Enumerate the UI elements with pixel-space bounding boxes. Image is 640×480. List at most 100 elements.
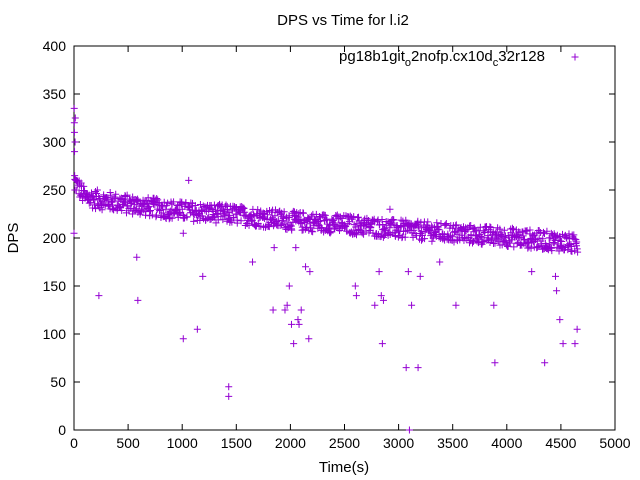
x-tick-label-4: 2000	[275, 435, 306, 451]
band-point-264	[199, 202, 207, 210]
band-point-446	[288, 226, 296, 234]
data-point-15	[193, 325, 201, 333]
band-point-361	[246, 212, 254, 220]
data-point-34	[351, 282, 359, 290]
band-point-422	[276, 221, 284, 229]
band-point-823	[471, 225, 479, 233]
band-point-917	[517, 240, 525, 248]
data-point-54	[546, 244, 554, 252]
data-point-7	[71, 138, 79, 146]
band-point-834	[477, 232, 485, 240]
band-point-713	[417, 236, 425, 244]
band-point-547	[336, 213, 344, 221]
data-point-30	[297, 306, 305, 314]
y-tick-label-3: 150	[43, 278, 67, 294]
band-point-97	[118, 206, 126, 214]
band-point-807	[464, 226, 472, 234]
band-point-208	[172, 206, 180, 214]
band-point-573	[350, 213, 358, 221]
data-point-14	[185, 176, 193, 184]
data-point-25	[287, 320, 295, 328]
data-point-9	[95, 292, 103, 300]
band-point-244	[190, 217, 198, 225]
band-point-745	[433, 219, 441, 227]
band-point-401	[265, 223, 273, 231]
y-tick-label-7: 350	[43, 86, 67, 102]
data-point-8	[71, 114, 79, 122]
data-point-39	[378, 340, 386, 348]
band-point-735	[428, 237, 436, 245]
data-point-52	[528, 268, 536, 276]
band-point-655	[390, 216, 398, 224]
legend: pg18b1gito2nofp.cx10dc32r128	[339, 48, 579, 69]
band-point-855	[487, 223, 495, 231]
data-point-20	[269, 306, 277, 314]
y-tick-label-1: 50	[50, 374, 66, 390]
band-point-460	[295, 210, 303, 218]
y-tick-label-0: 0	[58, 422, 66, 438]
band-point-712	[417, 227, 425, 235]
data-point-51	[491, 359, 499, 367]
data-point-45	[408, 301, 416, 309]
band-point-579	[353, 231, 360, 239]
y-tick-label-6: 300	[43, 134, 67, 150]
data-point-49	[452, 301, 460, 309]
band-point-41	[90, 201, 98, 209]
band-point-981	[548, 247, 556, 255]
band-point-899	[508, 224, 516, 232]
band-point-280	[207, 215, 215, 223]
band-point-515	[321, 211, 329, 219]
band-point-1021	[567, 243, 575, 251]
band-point-533	[330, 216, 338, 224]
data-point-19	[249, 258, 257, 266]
band-point-281	[207, 202, 215, 210]
band-point-147	[142, 208, 150, 216]
legend-marker	[571, 53, 579, 61]
band-point-441	[285, 213, 293, 221]
band-point-1011	[562, 234, 570, 242]
data-point-40	[379, 296, 387, 304]
data-point-0	[70, 229, 78, 237]
band-point-367	[250, 211, 258, 219]
band-point-937	[527, 244, 535, 252]
band-point-191	[164, 199, 172, 207]
band-point-1025	[570, 231, 578, 239]
data-point-23	[283, 301, 291, 309]
data-point-38	[377, 292, 385, 300]
band-point-174	[155, 207, 163, 215]
data-point-46	[414, 364, 422, 372]
band-point-838	[479, 238, 487, 246]
data-point-12	[179, 335, 187, 343]
data-point-41	[386, 205, 394, 213]
band-point-975	[545, 240, 553, 248]
band-point-609	[367, 224, 375, 232]
legend-label-part-1: pg18b1git	[339, 48, 406, 65]
data-point-4	[71, 148, 79, 156]
band-point-342	[237, 217, 245, 225]
data-point-31	[302, 263, 310, 271]
band-point-883	[500, 226, 508, 234]
band-point-694	[409, 233, 417, 241]
data-point-11	[134, 296, 142, 304]
data-point-50	[490, 301, 498, 309]
band-point-202	[170, 198, 178, 206]
band-point-169	[153, 194, 161, 202]
data-point-32	[305, 335, 313, 343]
data-point-59	[571, 340, 579, 348]
band-point-378	[255, 214, 263, 222]
band-point-286	[210, 214, 218, 222]
band-point-73	[106, 189, 114, 197]
band-point-231	[183, 213, 191, 221]
band-point-415	[273, 218, 281, 226]
band-point-26	[83, 190, 91, 198]
legend-label-subscript-2: c	[493, 57, 499, 69]
band-point-374	[253, 210, 261, 218]
band-point-527	[327, 228, 335, 236]
band-point-362	[247, 217, 255, 225]
band-point-249	[191, 202, 199, 210]
band-point-929	[523, 227, 531, 235]
band-point-345	[239, 204, 247, 212]
band-point-75	[107, 192, 115, 200]
band-point-668	[397, 223, 405, 231]
